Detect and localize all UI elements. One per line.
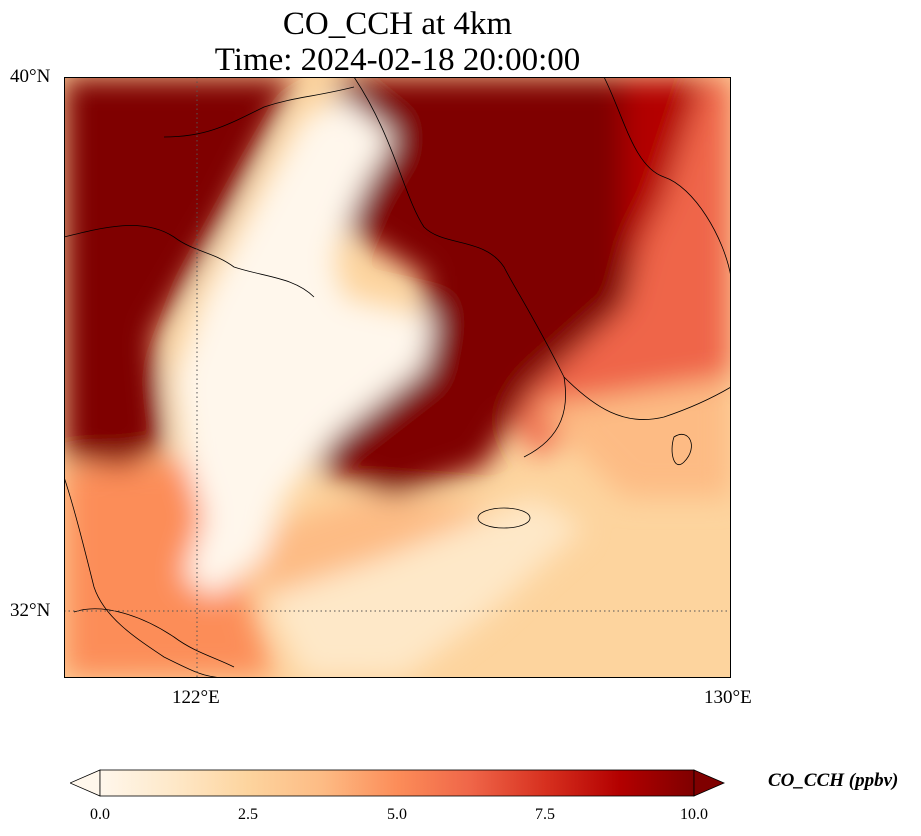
- colorbar-extend-min: [68, 769, 101, 797]
- colorbar-tick-2: 5.0: [387, 806, 407, 823]
- lat-tick-40n: 40°N: [10, 66, 51, 87]
- coastline-bohai-south: [64, 225, 315, 298]
- map-panel: [64, 77, 731, 678]
- colorbar-tick-1: 2.5: [238, 806, 258, 823]
- colorbar: [68, 768, 726, 798]
- plume-west: [64, 77, 294, 467]
- colorbar-extend-max: [693, 769, 726, 797]
- coastline-korea-north: [603, 77, 731, 278]
- coastline-liaodong: [163, 86, 355, 138]
- clean-band-south: [264, 497, 584, 678]
- coastline-korea-south: [563, 376, 731, 420]
- colorbar-tick-3: 7.5: [535, 806, 555, 823]
- lon-tick-122e: 122°E: [172, 687, 220, 708]
- coastline-china-east: [64, 476, 225, 678]
- yangtze-estuary: [73, 608, 235, 668]
- colorbar-tick-4: 10.0: [680, 806, 708, 823]
- coastlines: [64, 77, 731, 678]
- plot-subtitle: Time: 2024-02-18 20:00:00: [214, 42, 581, 78]
- coastline-korea-west: [353, 77, 566, 458]
- concentration-field: [64, 77, 731, 678]
- lat-tick-32n: 32°N: [10, 600, 51, 621]
- colorbar-gradient: [99, 769, 695, 797]
- jeju-island: [477, 507, 531, 529]
- clean-corridor: [174, 97, 434, 597]
- plot-title: CO_CCH at 4km: [282, 6, 513, 42]
- lon-tick-130e: 130°E: [704, 687, 752, 708]
- tsushima-island: [671, 434, 692, 465]
- colorbar-label: CO_CCH (ppbv): [768, 770, 899, 791]
- field-region-korea-south: [534, 377, 731, 497]
- field-layer: [64, 77, 731, 678]
- colorbar-tick-0: 0.0: [90, 806, 110, 823]
- plume-central: [314, 77, 664, 497]
